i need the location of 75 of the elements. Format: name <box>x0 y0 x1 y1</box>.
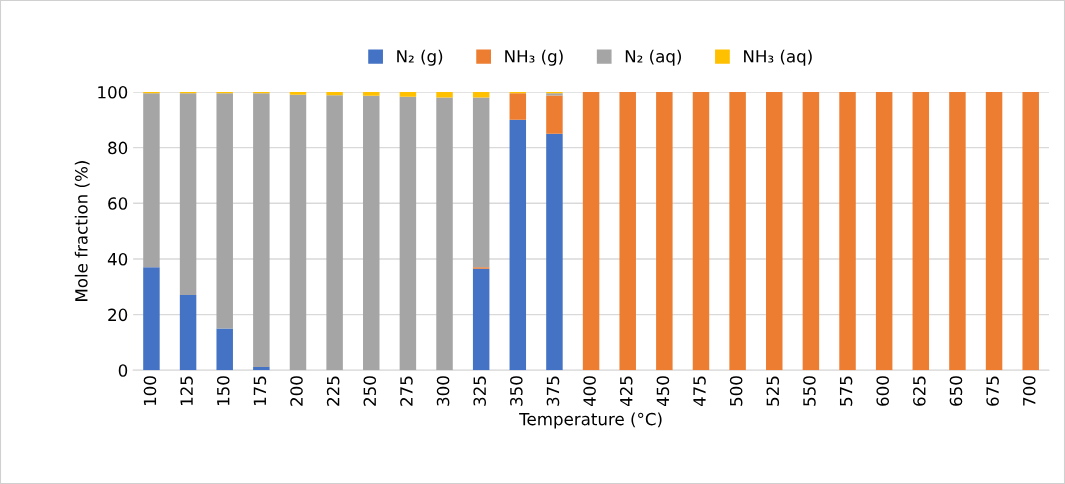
bar <box>729 91 746 371</box>
x-tick-label: 625 <box>913 376 926 406</box>
bar <box>582 91 600 371</box>
x-tick-label: 425 <box>619 376 633 407</box>
x-tick-label: 325 <box>473 376 486 406</box>
x-tick-label: 450 <box>656 376 670 407</box>
bar <box>656 91 673 371</box>
bar <box>399 91 417 97</box>
y-tick-label: 60 <box>108 197 128 210</box>
x-tick-label: 550 <box>803 376 816 406</box>
bar <box>363 91 380 96</box>
bar <box>363 95 380 371</box>
x-tick-label: 700 <box>1022 376 1036 406</box>
bar <box>472 97 490 268</box>
bar <box>1022 91 1039 371</box>
x-tick-label: 200 <box>290 376 303 406</box>
bar <box>472 268 490 371</box>
y-tick-label: 40 <box>107 252 128 266</box>
bar <box>546 95 563 134</box>
legend-label: N₂ (aq) <box>625 49 682 66</box>
x-tick-label: 375 <box>546 376 560 406</box>
x-tick-label: 650 <box>949 376 963 406</box>
y-axis-title: Mole fraction (%) <box>74 161 90 301</box>
bar <box>179 295 197 371</box>
y-tick-label: 20 <box>108 308 128 322</box>
legend-label: NH₃ (aq) <box>744 49 812 66</box>
bar <box>802 91 820 371</box>
x-tick-label: 575 <box>839 376 853 406</box>
legend-label: NH₃ (g) <box>505 49 563 66</box>
x-tick-label: 125 <box>180 376 193 406</box>
bar <box>179 93 197 296</box>
x-tick-label: 500 <box>729 376 743 406</box>
bar <box>289 94 307 371</box>
bar <box>509 119 527 371</box>
y-tick-label: 100 <box>98 85 128 99</box>
x-tick-label: 350 <box>510 376 523 406</box>
x-tick-label: 225 <box>326 376 340 406</box>
x-tick-label: 600 <box>876 376 889 406</box>
x-tick-label: 100 <box>143 376 157 406</box>
bar <box>875 91 893 371</box>
y-tick-label: 0 <box>118 364 128 377</box>
bar <box>143 267 160 371</box>
x-tick-label: 300 <box>436 376 450 406</box>
bar <box>326 95 343 371</box>
bar <box>949 91 966 371</box>
bar <box>839 91 856 371</box>
x-tick-label: 150 <box>216 376 230 406</box>
bar <box>985 91 1003 371</box>
bar <box>766 91 783 371</box>
x-tick-label: 175 <box>253 376 267 406</box>
x-tick-label: 250 <box>363 376 377 406</box>
bar <box>399 96 417 371</box>
bar <box>436 97 453 371</box>
bar <box>289 91 307 95</box>
bar <box>619 91 636 371</box>
bar <box>546 133 563 371</box>
bar <box>912 91 930 371</box>
bar <box>253 93 270 367</box>
bar <box>253 366 270 371</box>
legend-label: N₂ (g) <box>397 49 443 66</box>
bar <box>509 93 527 120</box>
x-tick-label: 275 <box>400 376 413 406</box>
bar <box>216 328 233 371</box>
x-tick-label: 475 <box>693 376 706 407</box>
bar <box>216 93 233 329</box>
x-tick-label: 400 <box>583 376 596 407</box>
x-axis-title: Temperature (°C) <box>519 412 662 429</box>
bar <box>143 93 160 268</box>
x-tick-label: 525 <box>766 376 780 406</box>
y-tick-label: 80 <box>108 141 128 155</box>
bar <box>472 91 490 98</box>
x-tick-label: 675 <box>986 376 999 406</box>
bar <box>692 91 710 371</box>
bar <box>436 91 453 98</box>
bar <box>326 91 343 96</box>
